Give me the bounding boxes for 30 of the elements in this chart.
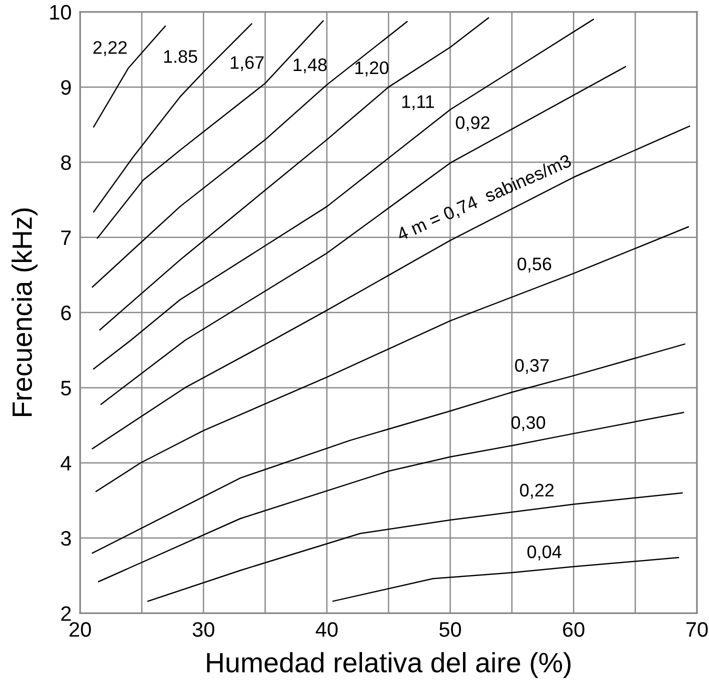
x-tick-label: 40 xyxy=(316,622,338,637)
annotation: 0,04 xyxy=(527,545,562,560)
annotation: 1,67 xyxy=(230,56,264,72)
y-tick-label: 4 xyxy=(60,456,72,470)
y-tick-label: 2 xyxy=(61,606,71,621)
y-tick-label: 9 xyxy=(61,80,71,95)
y-tick-label: 3 xyxy=(60,531,71,546)
y-axis-title: Frecuencia (kHz) xyxy=(12,208,38,416)
annotation: 1.85 xyxy=(164,50,198,63)
annotation: 0,22 xyxy=(520,484,554,499)
annotation: 0,37 xyxy=(515,359,549,374)
y-tick-label: 10 xyxy=(50,4,71,20)
x-tick-label: 30 xyxy=(192,622,214,637)
annotation: 1,20 xyxy=(355,61,388,76)
y-tick-label: 6 xyxy=(61,306,71,320)
annotation: 0,56 xyxy=(518,258,552,272)
x-tick-label: 70 xyxy=(686,622,708,637)
x-tick-label: 60 xyxy=(563,622,584,637)
annotation: 1,11 xyxy=(402,95,434,110)
x-tick-label: 50 xyxy=(439,622,461,637)
y-tick-label: 8 xyxy=(61,155,71,170)
y-tick-label: 5 xyxy=(61,380,71,396)
annotation: 0,30 xyxy=(511,416,546,432)
x-axis-title: Humedad relativa del aire (%) xyxy=(207,652,571,678)
x-tick-label: 20 xyxy=(70,622,91,637)
y-tick-label: 7 xyxy=(61,230,71,245)
line-series xyxy=(98,412,684,582)
annotation: 2,22 xyxy=(93,41,127,56)
annotation: 0,92 xyxy=(456,116,490,132)
annotation: 1,48 xyxy=(294,58,327,74)
